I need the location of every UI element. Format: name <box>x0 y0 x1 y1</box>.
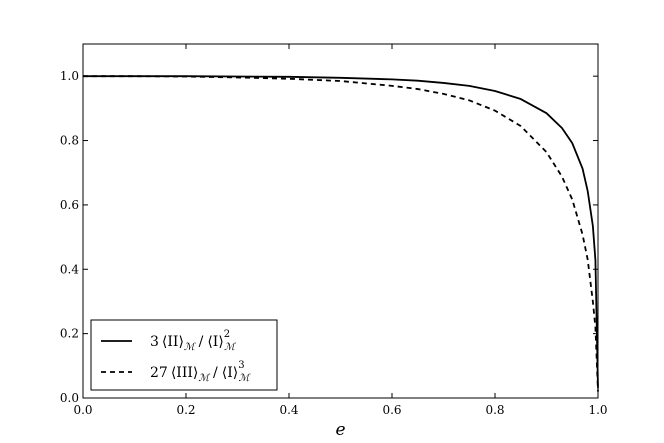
x-tick-label: 0.6 <box>382 403 401 417</box>
y-tick-label: 0.0 <box>60 391 79 405</box>
x-tick-label: 0.8 <box>485 403 504 417</box>
series-layer <box>83 75 599 392</box>
x-tick-label: 1.0 <box>588 403 607 417</box>
plot-frame <box>82 43 599 399</box>
x-axis-label: e <box>335 420 345 440</box>
y-tick-label: 0.2 <box>60 327 79 341</box>
y-tick-label: 0.4 <box>60 262 79 276</box>
y-tick-label: 1.0 <box>60 69 79 83</box>
legend-entry-1: 3 ⟨II⟩ℳ / ⟨I⟩2 ℳ <box>150 329 236 353</box>
legend-frame <box>90 319 278 391</box>
x-tick-label: 0.2 <box>176 403 195 417</box>
legend-entry-2: 27 ⟨III⟩ℳ / ⟨I⟩3 ℳ <box>150 360 251 384</box>
x-tick-label: 0.4 <box>279 403 298 417</box>
y-tick-label: 0.8 <box>60 134 79 148</box>
series-line-solid <box>83 75 599 389</box>
series-line-dashed <box>83 75 599 392</box>
x-tick-label: 0.0 <box>73 403 92 417</box>
legend: 3 ⟨II⟩ℳ / ⟨I⟩2 ℳ 27 ⟨III⟩ℳ / ⟨I⟩3 ℳ <box>90 319 278 391</box>
y-tick-label: 0.6 <box>60 198 79 212</box>
ticks-layer: 0.0 0.2 0.4 0.6 0.8 1.0 0.0 0.2 0.4 0.6 0.8 1.0 <box>60 44 608 417</box>
